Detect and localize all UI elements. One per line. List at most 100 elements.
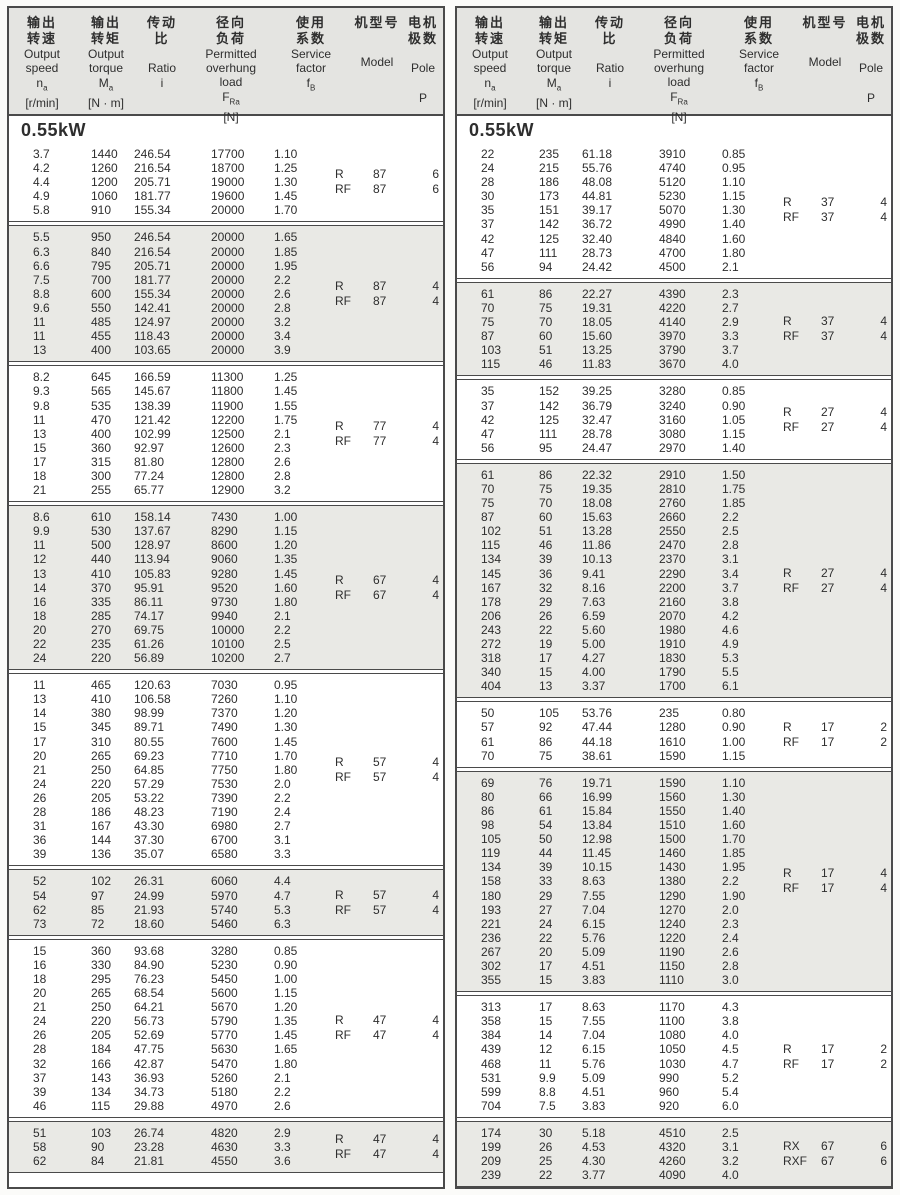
cell-output-speed: 50: [481, 706, 495, 721]
cell-service-factor: 2.3: [722, 916, 739, 931]
cell-service-factor: 1.20: [274, 1000, 298, 1015]
cell-output-torque: 25: [539, 1154, 553, 1169]
header-symbol: na: [36, 76, 48, 93]
cell-output-torque: 360: [91, 440, 112, 455]
cell-output-speed: 4.9: [33, 189, 50, 204]
cell-overhung-load: 4700: [659, 245, 686, 260]
cell-ratio: 61.18: [582, 147, 613, 161]
cell-output-torque: 20: [539, 944, 553, 959]
cell-output-torque: 1440: [91, 147, 118, 161]
cell-output-torque: 15: [539, 665, 553, 680]
cell-service-factor: 3.1: [722, 1140, 739, 1154]
header-en-label: Pole: [410, 61, 436, 75]
cell-overhung-load: 6060: [211, 874, 238, 889]
cell-output-torque: 84: [91, 1154, 105, 1169]
cell-ratio: 42.87: [134, 1056, 165, 1071]
table-row: 50 105 53.76 235 0.80: [457, 706, 891, 720]
table-row: 70 75 19.35 2810 1.75: [457, 482, 891, 496]
cell-ratio: 32.40: [582, 231, 613, 246]
cell-output-speed: 24: [33, 651, 47, 666]
table-row: 174 30 5.18 4510 2.5: [457, 1126, 891, 1140]
header-unit: [r/min]: [473, 96, 507, 111]
model-name: RX: [783, 1139, 800, 1154]
model-row: RF 17 2: [783, 735, 887, 750]
cell-overhung-load: 7390: [211, 790, 238, 805]
model-name: R: [783, 866, 792, 881]
block-rows: 61 86 22.27 4390 2.3 70 75 19.31 4220 2.7 75 70 18.0…: [457, 287, 891, 372]
cell-overhung-load: 5460: [211, 916, 238, 931]
cell-output-torque: 134: [91, 1084, 112, 1099]
cell-output-torque: 220: [91, 1014, 112, 1029]
cell-ratio: 12.98: [582, 832, 613, 847]
cell-output-torque: 535: [91, 398, 112, 413]
cell-overhung-load: 4630: [211, 1140, 238, 1154]
table-row: 69 76 19.71 1590 1.10: [457, 776, 891, 790]
model-size: 67: [373, 587, 387, 602]
cell-output-speed: 16: [33, 594, 47, 609]
cell-service-factor: 6.1: [722, 679, 739, 694]
cell-service-factor: 1.40: [722, 803, 746, 818]
cell-service-factor: 1.60: [722, 818, 746, 833]
cell-output-speed: 22: [33, 637, 47, 651]
cell-ratio: 102.99: [134, 426, 171, 441]
table-row: 243 22 5.60 1980 4.6: [457, 623, 891, 637]
pole-count: 4: [432, 278, 439, 293]
cell-output-speed: 13: [33, 692, 47, 707]
block-rows: 69 76 19.71 1590 1.10 80 66 16.99 1560 1.30 86 61 15…: [457, 776, 891, 987]
cell-output-speed: 11: [33, 412, 46, 427]
column-header-output-torque: 输出 转矩 Output torque Ma [N · m]: [523, 15, 585, 124]
cell-output-speed: 384: [481, 1028, 502, 1043]
cell-overhung-load: 5770: [211, 1028, 238, 1043]
cell-overhung-load: 12600: [211, 440, 245, 455]
pole-count: 6: [432, 182, 439, 197]
cell-service-factor: 4.7: [274, 888, 291, 903]
data-block: 35 152 39.25 3280 0.85 37 142 36.79 3240 0.90 42 12…: [457, 379, 891, 460]
cell-output-torque: 265: [91, 748, 112, 763]
table-row: 14 370 95.91 9520 1.60: [9, 581, 443, 595]
cell-output-speed: 468: [481, 1056, 502, 1071]
cell-output-speed: 267: [481, 944, 502, 959]
header-en-label: Service factor: [738, 47, 779, 75]
cell-output-torque: 400: [91, 343, 112, 358]
cell-output-speed: 86: [481, 803, 495, 818]
model-name: RF: [783, 1056, 799, 1071]
header-en-label: Permitted overhung load: [653, 47, 705, 89]
model-size: 37: [821, 210, 835, 225]
cell-output-torque: 1260: [91, 161, 118, 176]
cell-output-speed: 272: [481, 637, 502, 651]
cell-service-factor: 4.4: [274, 874, 291, 889]
cell-output-speed: 42: [481, 412, 495, 427]
cell-ratio: 7.63: [582, 594, 606, 609]
table-row: 24 220 57.29 7530 2.0: [9, 777, 443, 791]
cell-output-speed: 75: [481, 496, 495, 511]
model-group: R 17 2 RF 17 2: [783, 720, 887, 750]
cell-output-torque: 15: [539, 973, 553, 988]
table-row: 61 86 44.18 1610 1.00: [457, 735, 891, 749]
cell-output-torque: 295: [91, 971, 112, 986]
cell-output-torque: 60: [539, 329, 553, 344]
cell-overhung-load: 7710: [211, 748, 238, 763]
cell-output-speed: 70: [481, 481, 495, 496]
cell-output-torque: 39: [539, 860, 553, 875]
cell-ratio: 105.83: [134, 566, 171, 581]
column-header-output-speed: 输出 转速 Output speed na [r/min]: [457, 15, 523, 124]
column-header-service-factor: 使用 系数 Service factor fB: [275, 15, 347, 124]
cell-service-factor: 1.75: [722, 481, 746, 496]
table-row: 18 295 76.23 5450 1.00: [9, 972, 443, 986]
cell-overhung-load: 8290: [211, 524, 238, 539]
cell-overhung-load: 19600: [211, 189, 245, 204]
cell-output-torque: 15: [539, 1014, 553, 1029]
model-name: R: [335, 754, 344, 769]
cell-overhung-load: 17700: [211, 147, 245, 161]
cell-service-factor: 3.3: [274, 847, 291, 862]
table-row: 12 440 113.94 9060 1.35: [9, 552, 443, 566]
cell-overhung-load: 235: [659, 706, 680, 721]
cell-service-factor: 3.2: [274, 483, 291, 498]
table-row: 21 250 64.21 5670 1.20: [9, 1000, 443, 1014]
header-en-label: Output torque: [87, 47, 125, 75]
cell-output-torque: 8.8: [539, 1084, 556, 1099]
model-name: R: [335, 1013, 344, 1028]
model-name: RF: [335, 1028, 351, 1043]
cell-output-speed: 5.5: [33, 230, 50, 245]
cell-output-speed: 13: [33, 426, 47, 441]
